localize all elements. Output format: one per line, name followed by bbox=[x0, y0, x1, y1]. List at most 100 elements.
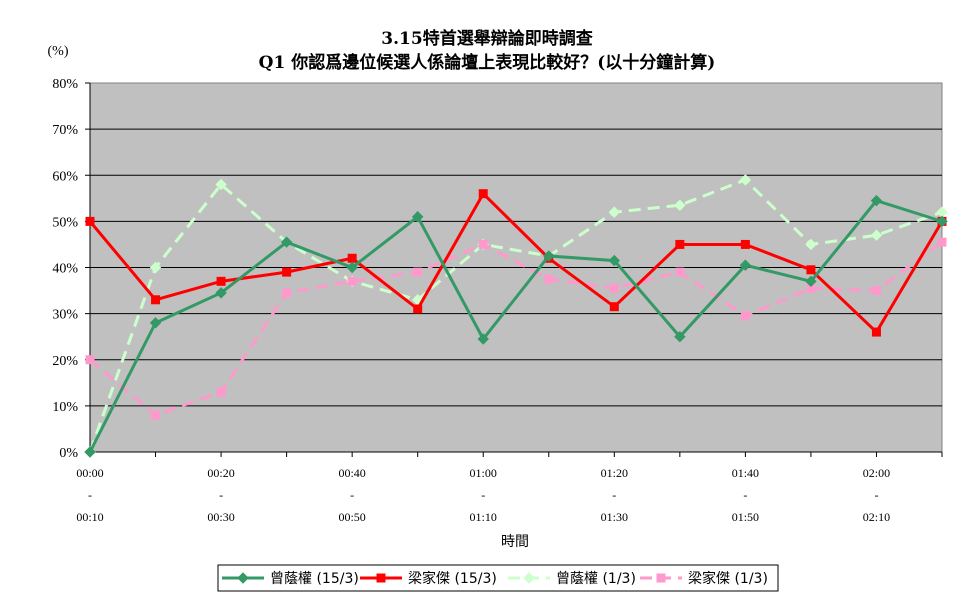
data-point bbox=[739, 174, 752, 186]
x-tick-label: 00:20 bbox=[207, 466, 234, 480]
legend-box bbox=[217, 564, 779, 592]
data-point bbox=[544, 274, 554, 284]
data-point bbox=[870, 194, 883, 207]
y-tick-label: 0% bbox=[59, 446, 78, 461]
data-point bbox=[739, 259, 752, 271]
legend-label: 梁家傑 (1/3) bbox=[688, 570, 768, 587]
data-point bbox=[151, 295, 161, 305]
data-point bbox=[543, 250, 555, 262]
x-tick-label: 00:10 bbox=[76, 510, 103, 524]
data-point bbox=[85, 355, 95, 365]
series-line bbox=[89, 240, 943, 417]
y-tick-label: 80% bbox=[52, 77, 78, 92]
x-tick-label: - bbox=[481, 488, 485, 502]
y-axis-label: (%) bbox=[48, 44, 69, 59]
data-point bbox=[215, 178, 227, 191]
x-axis: 00:00 - 00:10 00:20 - 00:30 00:40 - 00:50 01:00 - 0… bbox=[76, 451, 943, 524]
x-tick-label: 00:30 bbox=[207, 510, 234, 524]
y-tick-label: 70% bbox=[52, 123, 78, 138]
data-point bbox=[656, 573, 666, 583]
data-point bbox=[477, 333, 489, 345]
legend: 曾蔭權 (15/3) 梁家傑 (15/3) 曾蔭權 (1/3) 梁家傑 (1/3) bbox=[217, 564, 779, 592]
data-point bbox=[85, 216, 95, 226]
data-point bbox=[411, 211, 424, 223]
x-tick-label: - bbox=[612, 488, 616, 502]
data-point bbox=[478, 239, 488, 249]
legend-label: 曾蔭權 (15/3) bbox=[270, 571, 359, 587]
y-tick-label: 60% bbox=[52, 169, 78, 184]
x-tick-label: - bbox=[350, 488, 354, 502]
data-point bbox=[84, 446, 96, 458]
series-0 bbox=[84, 194, 948, 458]
data-point bbox=[675, 239, 685, 249]
data-point bbox=[413, 267, 423, 277]
data-point bbox=[674, 199, 686, 211]
data-point bbox=[740, 239, 750, 249]
series-1 bbox=[85, 189, 947, 337]
y-axis: 0% 10% 20% 30% 40% 50% 60% 70% 80% bbox=[52, 77, 91, 461]
x-tick-label: 00:50 bbox=[338, 510, 365, 524]
legend-item: 曾蔭權 (15/3) bbox=[222, 571, 359, 587]
data-point bbox=[937, 237, 947, 247]
data-point bbox=[282, 288, 292, 298]
data-point bbox=[149, 261, 162, 274]
x-tick-label: 00:00 bbox=[76, 466, 103, 480]
data-point bbox=[609, 283, 619, 293]
x-tick-label: - bbox=[88, 488, 92, 502]
x-tick-label: 02:00 bbox=[863, 466, 890, 480]
data-point bbox=[413, 304, 423, 314]
gridlines bbox=[90, 128, 942, 407]
data-point bbox=[609, 302, 619, 312]
data-point bbox=[347, 253, 357, 263]
data-point bbox=[216, 387, 226, 397]
data-point bbox=[523, 572, 535, 584]
x-tick-label: 01:00 bbox=[470, 466, 497, 480]
y-tick-label: 20% bbox=[52, 354, 78, 369]
data-point bbox=[151, 410, 161, 420]
data-point bbox=[806, 265, 816, 275]
y-tick-label: 50% bbox=[52, 215, 78, 230]
data-point bbox=[740, 311, 750, 321]
x-tick-label: - bbox=[874, 488, 878, 502]
data-point bbox=[936, 215, 948, 228]
series-3 bbox=[85, 237, 947, 420]
x-tick-label: - bbox=[743, 488, 747, 502]
data-point bbox=[237, 572, 249, 584]
data-point bbox=[376, 573, 386, 583]
y-tick-label: 40% bbox=[52, 262, 78, 277]
data-point bbox=[280, 236, 293, 248]
data-point bbox=[871, 327, 881, 337]
data-point bbox=[215, 287, 227, 299]
x-axis-label: 時間 bbox=[501, 534, 529, 550]
data-point bbox=[608, 254, 621, 267]
y-tick-label: 10% bbox=[52, 400, 78, 415]
data-point bbox=[346, 261, 358, 274]
chart-subtitle: Q1 你認爲邊位候選人係論壇上表現比較好？(以十分鐘計算) bbox=[259, 52, 716, 73]
legend-item: 曾蔭權 (1/3) bbox=[508, 571, 636, 587]
legend-item: 梁家傑 (15/3) bbox=[360, 570, 497, 587]
data-point bbox=[674, 330, 686, 343]
series-line bbox=[88, 198, 943, 453]
x-tick-label: 01:30 bbox=[601, 510, 628, 524]
data-point bbox=[805, 238, 817, 251]
x-tick-label: - bbox=[219, 488, 223, 502]
legend-label: 梁家傑 (15/3) bbox=[408, 570, 497, 587]
data-point bbox=[216, 276, 226, 286]
x-tick-label: 01:10 bbox=[470, 510, 497, 524]
series bbox=[84, 174, 948, 458]
data-point bbox=[871, 286, 881, 296]
data-point bbox=[347, 276, 357, 286]
data-point bbox=[870, 229, 883, 241]
legend-item: 梁家傑 (1/3) bbox=[640, 570, 768, 587]
x-tick-label: 01:20 bbox=[601, 466, 628, 480]
series-line bbox=[88, 191, 944, 335]
data-point bbox=[478, 189, 488, 199]
x-tick-label: 01:40 bbox=[732, 466, 759, 480]
data-point bbox=[608, 206, 621, 218]
y-tick-label: 30% bbox=[52, 308, 78, 323]
x-tick-label: 01:50 bbox=[732, 510, 759, 524]
legend-label: 曾蔭權 (1/3) bbox=[556, 571, 636, 587]
series-line bbox=[88, 178, 943, 453]
x-tick-label: 02:10 bbox=[863, 510, 890, 524]
